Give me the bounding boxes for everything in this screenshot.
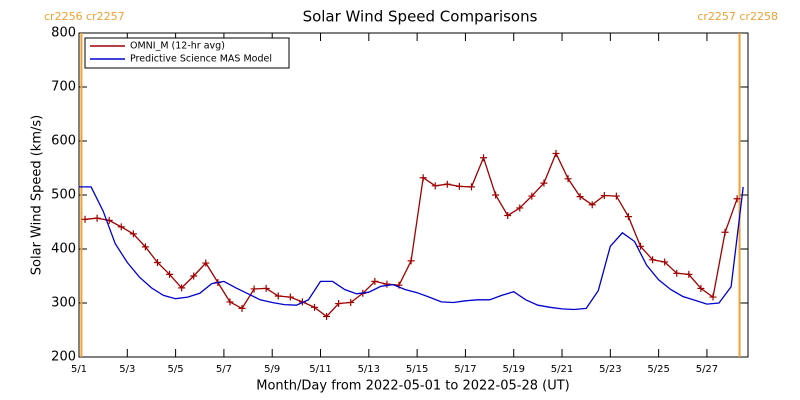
point-marker (190, 272, 198, 280)
point-marker (93, 214, 101, 222)
y-tick-label: 300 (51, 296, 76, 311)
point-marker (540, 179, 548, 187)
point-marker (202, 259, 210, 267)
point-marker (709, 293, 717, 301)
point-marker (347, 298, 355, 306)
point-marker (81, 215, 89, 223)
point-marker (697, 284, 705, 292)
x-tick-label: 5/11 (309, 364, 331, 375)
chart-title: Solar Wind Speed Comparisons (303, 8, 538, 26)
point-marker (274, 292, 282, 300)
point-marker (467, 183, 475, 191)
carrington-label: cr2256 cr2257 (44, 10, 125, 23)
point-marker (226, 298, 234, 306)
point-marker (250, 285, 258, 293)
x-tick-label: 5/25 (647, 364, 669, 375)
y-tick-label: 600 (51, 134, 76, 149)
x-tick-label: 5/7 (216, 364, 232, 375)
point-marker (383, 280, 391, 288)
carrington-label: cr2257 cr2258 (697, 10, 778, 23)
point-marker (335, 300, 343, 308)
x-tick-label: 5/21 (551, 364, 573, 375)
series-line (84, 151, 738, 318)
x-tick-label: 5/1 (71, 364, 87, 375)
point-marker (516, 204, 524, 212)
y-tick-label: 200 (51, 350, 76, 365)
point-marker (310, 303, 318, 311)
point-marker (443, 180, 451, 188)
point-marker (552, 149, 560, 157)
y-tick-label: 700 (51, 80, 76, 95)
x-tick-label: 5/17 (454, 364, 476, 375)
point-marker (600, 192, 608, 200)
point-marker (661, 258, 669, 266)
point-marker (141, 243, 149, 251)
point-marker (612, 192, 620, 200)
point-marker (455, 182, 463, 190)
point-marker (407, 257, 415, 265)
point-marker (129, 230, 137, 238)
legend-box (84, 37, 290, 69)
point-marker (492, 191, 500, 199)
legend-label: OMNI_M (12-hr avg) (130, 41, 225, 52)
y-tick-label: 500 (51, 188, 76, 203)
series-line (79, 186, 744, 311)
point-marker (153, 259, 161, 266)
point-marker (564, 175, 572, 183)
point-marker (431, 182, 439, 190)
point-marker (637, 242, 645, 250)
point-marker (721, 228, 729, 236)
x-tick-label: 5/5 (168, 364, 184, 375)
x-tick-label: 5/9 (264, 364, 280, 375)
point-marker (733, 195, 741, 203)
point-marker (480, 154, 488, 162)
point-marker (323, 313, 331, 320)
point-marker (117, 223, 125, 231)
point-marker (685, 270, 693, 278)
x-tick-label: 5/3 (119, 364, 135, 375)
x-tick-label: 5/15 (406, 364, 428, 375)
point-marker (262, 284, 270, 292)
point-marker (576, 193, 584, 201)
y-tick-label: 800 (51, 26, 76, 41)
point-marker (588, 201, 596, 209)
y-axis-label: Solar Wind Speed (km/s) (30, 115, 45, 275)
point-marker (673, 269, 681, 277)
y-tick-label: 400 (51, 242, 76, 257)
point-marker (624, 213, 632, 221)
point-marker (528, 192, 536, 200)
x-tick-label: 5/27 (696, 364, 718, 375)
point-marker (649, 256, 657, 264)
legend-label: Predictive Science MAS Model (130, 54, 272, 65)
x-tick-label: 5/23 (599, 364, 621, 375)
point-marker (166, 270, 174, 278)
x-tick-label: 5/13 (358, 364, 380, 375)
x-tick-label: 5/19 (502, 364, 524, 375)
point-marker (286, 293, 294, 301)
point-marker (238, 304, 246, 312)
x-axis-label: Month/Day from 2022-05-01 to 2022-05-28 … (256, 379, 569, 394)
point-marker (371, 277, 379, 285)
point-marker (419, 174, 427, 182)
plot-frame (78, 32, 749, 358)
point-marker (504, 212, 512, 220)
point-marker (178, 284, 186, 292)
